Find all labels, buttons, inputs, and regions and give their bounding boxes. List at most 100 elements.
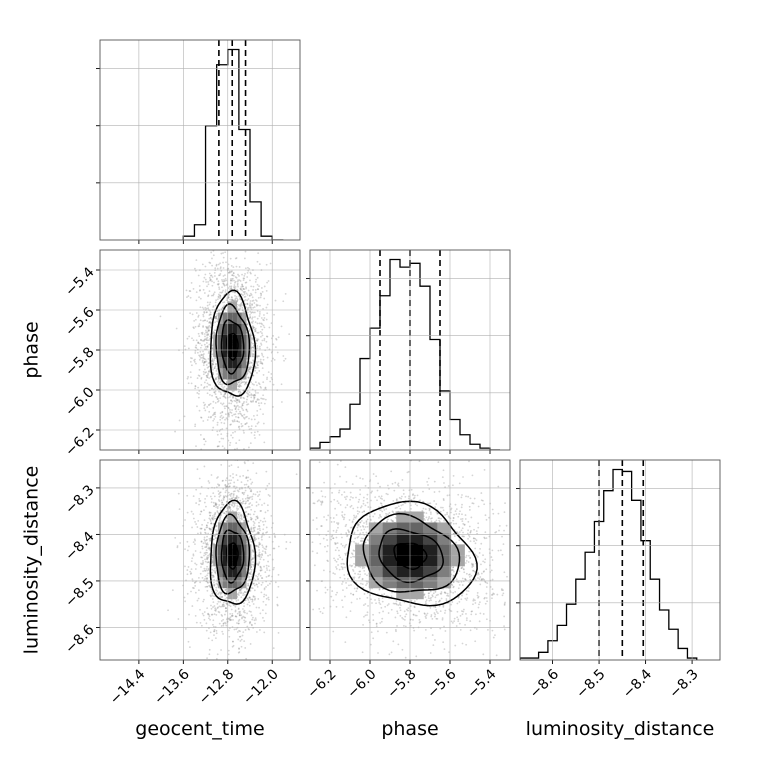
scatter-point: [203, 598, 205, 601]
scatter-point: [237, 508, 240, 510]
scatter-point: [203, 554, 205, 557]
tick-label-y: −5.8: [62, 344, 97, 379]
scatter-point: [202, 364, 205, 367]
density-cell: [232, 357, 237, 369]
scatter-point: [221, 501, 224, 504]
scatter-point: [238, 611, 240, 613]
scatter-point: [249, 442, 252, 445]
scatter-point: [196, 405, 198, 408]
scatter-point: [208, 276, 211, 279]
scatter-point: [257, 360, 260, 363]
density-cell: [222, 368, 228, 380]
scatter-point: [480, 572, 483, 575]
scatter-point: [254, 391, 257, 394]
scatter-point: [241, 415, 244, 417]
scatter-point: [254, 437, 256, 439]
scatter-point: [268, 569, 271, 572]
scatter-point: [222, 275, 225, 277]
tick-label-y: −6.2: [62, 424, 97, 459]
scatter-point: [207, 307, 210, 310]
scatter-point: [249, 643, 252, 645]
scatter-point: [220, 248, 222, 250]
scatter-point: [245, 510, 248, 513]
scatter-point: [230, 402, 233, 405]
scatter-point: [244, 272, 246, 275]
scatter-point: [246, 247, 248, 249]
scatter-point: [258, 285, 260, 288]
scatter-point: [483, 570, 485, 573]
scatter-point: [260, 397, 263, 400]
scatter-point: [215, 278, 218, 281]
scatter-point: [187, 545, 190, 548]
scatter-point: [223, 301, 226, 304]
scatter-point: [273, 566, 275, 569]
scatter-point: [210, 528, 213, 531]
scatter-point: [223, 395, 226, 398]
scatter-point: [247, 584, 250, 587]
scatter-point: [259, 574, 262, 577]
scatter-point: [189, 371, 192, 374]
scatter-point: [256, 545, 259, 547]
tick-label-x: −8.5: [573, 666, 608, 701]
scatter-point: [252, 561, 254, 563]
scatter-point: [213, 329, 216, 332]
scatter-point: [203, 618, 206, 621]
scatter-point: [230, 423, 232, 426]
density-cell: [217, 533, 223, 545]
scatter-point: [209, 311, 212, 314]
scatter-point: [253, 522, 256, 524]
scatter-point: [195, 344, 198, 347]
scatter-point: [249, 306, 252, 309]
scatter-point: [231, 501, 234, 504]
scatter-point: [250, 623, 253, 626]
scatter-point: [235, 628, 238, 631]
scatter-point: [252, 527, 255, 530]
scatter-point: [202, 320, 205, 322]
scatter-point: [338, 489, 341, 492]
scatter-point: [244, 451, 246, 453]
scatter-point: [215, 362, 217, 365]
scatter-point: [253, 383, 255, 386]
scatter-point: [264, 520, 267, 523]
scatter-point: [225, 261, 227, 264]
joint-panel-phase-luminosity_distance: −6.2 −6.0 −5.8 −5.6 −5.4: [304, 459, 511, 702]
scatter-point: [270, 373, 273, 375]
scatter-point: [203, 509, 205, 512]
scatter-point: [225, 427, 228, 430]
scatter-point: [196, 392, 199, 394]
scatter-point: [204, 265, 207, 268]
scatter-point: [256, 356, 258, 359]
scatter-point: [237, 408, 240, 411]
scatter-point: [223, 304, 226, 307]
scatter-point: [219, 491, 222, 494]
scatter-point: [235, 599, 238, 602]
scatter-point: [209, 279, 211, 282]
scatter-point: [205, 379, 208, 381]
density-cell: [227, 334, 233, 346]
scatter-point: [246, 625, 249, 628]
scatter-point: [273, 547, 276, 550]
scatter-point: [253, 535, 256, 538]
hist-panel-geocent_time: [96, 39, 301, 244]
scatter-point: [225, 602, 228, 605]
scatter-point: [237, 593, 240, 596]
scatter-point: [255, 300, 258, 302]
scatter-point: [195, 339, 198, 342]
scatter-point: [197, 342, 200, 345]
scatter-point: [231, 615, 233, 617]
scatter-point: [258, 606, 260, 609]
scatter-point: [236, 479, 239, 481]
scatter-point: [207, 329, 210, 332]
scatter-point: [247, 513, 250, 516]
scatter-point: [322, 607, 325, 609]
scatter-point: [223, 279, 225, 281]
scatter-point: [199, 581, 202, 584]
scatter-point: [249, 302, 252, 305]
scatter-point: [231, 510, 234, 512]
scatter-point: [236, 308, 239, 310]
scatter-point: [258, 549, 261, 551]
density-cell: [236, 533, 242, 545]
scatter-point: [253, 311, 256, 314]
scatter-point: [193, 587, 195, 590]
scatter-point: [446, 592, 449, 595]
